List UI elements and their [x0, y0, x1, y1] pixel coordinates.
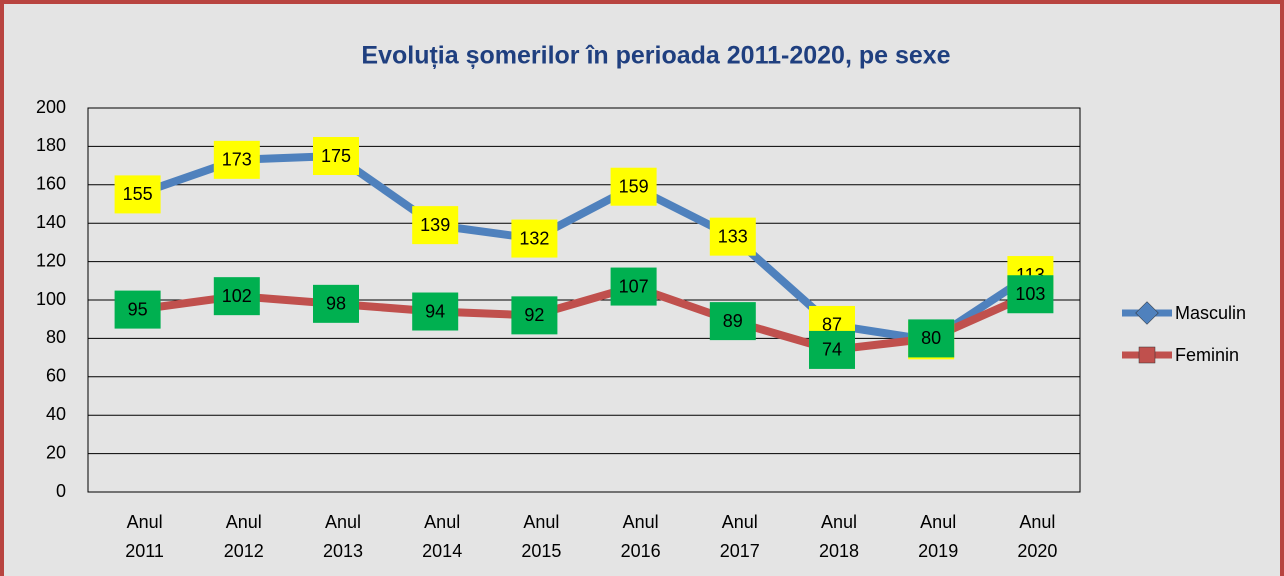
data-label: 132 — [519, 228, 549, 248]
data-label: 133 — [718, 226, 748, 246]
x-tick-label: Anul 2013 — [322, 512, 364, 561]
y-tick-label: 80 — [46, 327, 66, 347]
data-label-box — [313, 137, 359, 175]
x-tick-label: Anul 2017 — [719, 512, 760, 561]
data-label-box — [114, 290, 161, 329]
y-tick-label: 0 — [56, 481, 66, 501]
data-label-box — [114, 175, 161, 214]
series-line — [133, 152, 1035, 345]
y-tick-label: 120 — [36, 250, 66, 270]
data-label-box — [610, 167, 657, 206]
x-tick-label: Anul 2011 — [125, 512, 164, 561]
legend-label: Feminin — [1175, 345, 1239, 365]
x-tick-label: Anul 2016 — [620, 512, 661, 561]
data-label: 95 — [128, 299, 148, 319]
y-tick-label: 140 — [36, 212, 66, 232]
chart-title: Evoluția șomerilor în perioada 2011-2020… — [361, 42, 950, 70]
data-label-box — [1007, 275, 1054, 314]
data-label: 87 — [822, 315, 842, 335]
data-label-box — [412, 292, 459, 331]
x-tick-label: Anul 2020 — [1017, 512, 1058, 561]
data-label: 92 — [524, 305, 544, 325]
y-tick-label: 180 — [36, 135, 66, 155]
x-tick-label: Anul 2015 — [521, 512, 562, 561]
data-label: 74 — [822, 340, 842, 360]
x-tick-label: Anul 2019 — [918, 512, 959, 561]
data-label: 103 — [1015, 284, 1045, 304]
series-line — [133, 282, 1035, 354]
data-label-box — [511, 296, 558, 335]
data-label-box — [809, 330, 855, 369]
data-label-box — [313, 284, 359, 323]
data-label: 139 — [420, 215, 450, 235]
y-tick-label: 100 — [36, 289, 66, 309]
data-label: 94 — [425, 301, 445, 321]
data-label-box — [709, 217, 756, 256]
legend-marker — [1135, 301, 1159, 325]
x-tick-label: Anul 2012 — [223, 512, 264, 561]
y-tick-label: 20 — [46, 442, 66, 462]
data-label-box — [412, 206, 459, 245]
data-label-box — [610, 267, 657, 306]
data-label-box — [213, 277, 260, 316]
data-label-box — [908, 319, 955, 358]
x-tick-label: Anul 2014 — [422, 512, 463, 561]
data-label: 159 — [619, 176, 649, 196]
y-tick-label: 40 — [46, 404, 66, 424]
data-label: 107 — [619, 276, 649, 296]
data-label: 173 — [222, 150, 252, 170]
legend-label: Masculin — [1175, 303, 1246, 323]
data-label: 98 — [326, 294, 346, 314]
data-label: 89 — [723, 311, 743, 331]
data-label: 155 — [123, 184, 153, 204]
data-label: 175 — [321, 146, 351, 166]
legend-marker — [1138, 346, 1156, 364]
data-label-box — [709, 302, 756, 341]
x-tick-label: Anul 2018 — [818, 512, 860, 561]
y-tick-label: 160 — [36, 174, 66, 194]
y-tick-label: 200 — [36, 97, 66, 117]
data-label-box — [213, 140, 260, 179]
y-tick-label: 60 — [46, 366, 66, 386]
data-label: 80 — [921, 328, 941, 348]
data-label: 102 — [222, 286, 252, 306]
data-label-box — [511, 219, 558, 258]
